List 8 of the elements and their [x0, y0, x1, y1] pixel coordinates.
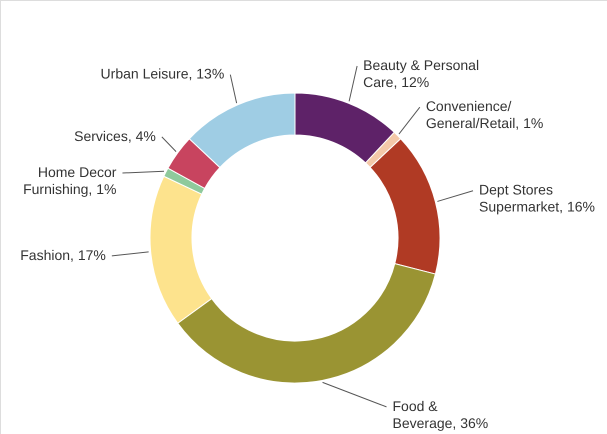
slice-label: Beauty & Personal Care, 12% [363, 56, 480, 90]
slice-label: Home Decor Furnishing, 1% [23, 164, 117, 198]
slice-label: Urban Leisure, 13% [100, 66, 224, 82]
slice-label: Services, 4% [74, 128, 156, 144]
slice-label: Dept Stores Supermarket, 16% [479, 182, 595, 215]
slice-label: Convenience/General/Retail, 1% [426, 98, 544, 132]
slice-label: Food & Beverage, 36% [392, 398, 488, 431]
slice-label: Fashion, 17% [20, 246, 106, 263]
